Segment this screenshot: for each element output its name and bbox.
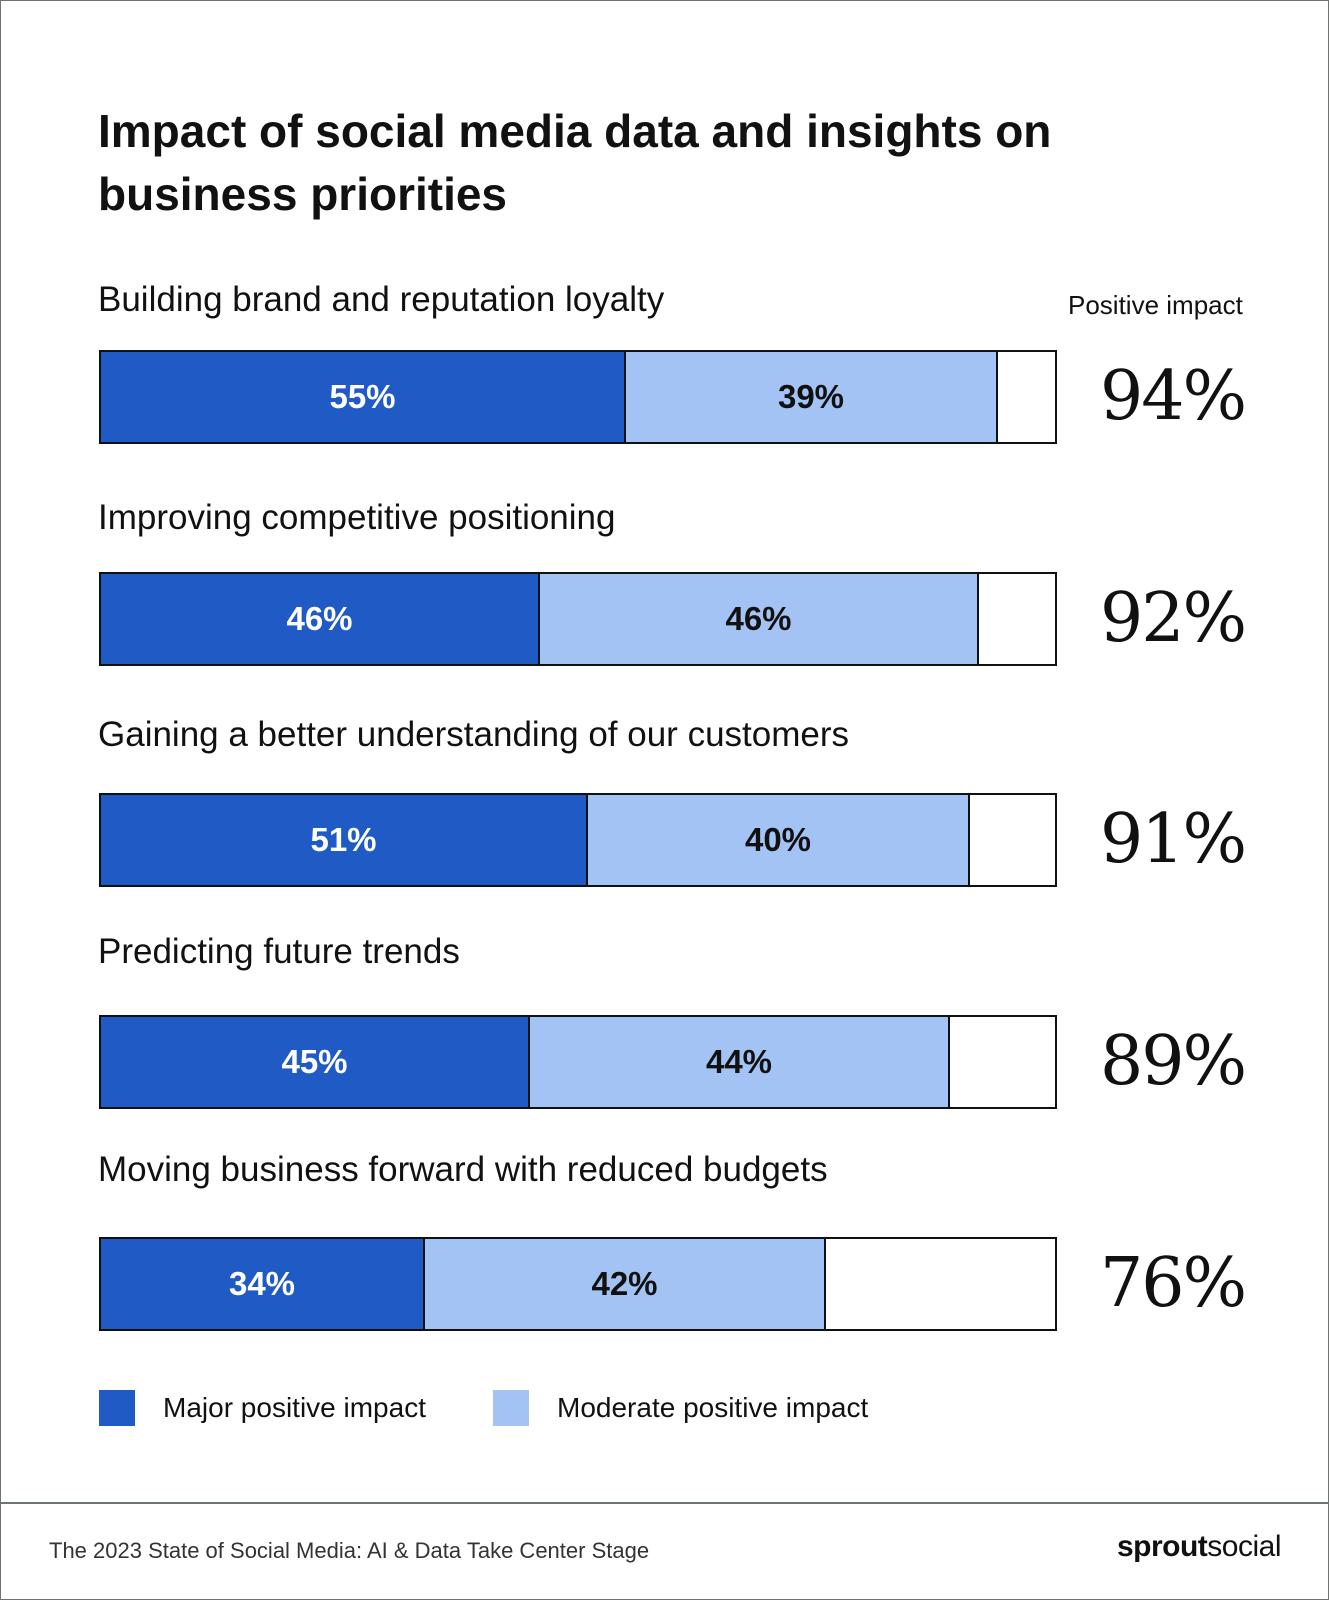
chart-title: Impact of social media data and insights…: [98, 105, 1052, 220]
legend-swatch-moderate: [493, 1390, 529, 1426]
legend-swatch-major: [99, 1390, 135, 1426]
row-label: Gaining a better understanding of our cu…: [98, 715, 849, 754]
bar-segment-moderate: 44%: [530, 1017, 950, 1107]
bar-segment-moderate: 46%: [540, 574, 979, 664]
row-label: Moving business forward with reduced bud…: [98, 1150, 828, 1189]
legend-item-major: Major positive impact: [99, 1390, 426, 1426]
stacked-bar: 55% 39%: [99, 350, 1057, 444]
total-positive-impact: 89%: [1100, 1022, 1247, 1101]
total-positive-impact: 94%: [1100, 357, 1247, 436]
stacked-bar: 45% 44%: [99, 1015, 1057, 1109]
legend-label-major: Major positive impact: [163, 1392, 426, 1423]
legend-item-moderate: Moderate positive impact: [493, 1390, 868, 1426]
total-positive-impact: 91%: [1100, 800, 1247, 879]
stacked-bar: 34% 42%: [99, 1237, 1057, 1331]
bar-segment-major: 34%: [101, 1239, 425, 1329]
total-positive-impact: 76%: [1100, 1244, 1247, 1323]
logo-bold-text: sprout: [1116, 1530, 1208, 1563]
bar-segment-major: 55%: [101, 352, 626, 442]
bar-segment-major: 45%: [101, 1017, 530, 1107]
total-positive-impact: 92%: [1100, 579, 1247, 658]
footer-divider: [0, 1502, 1329, 1504]
stacked-bar: 51% 40%: [99, 793, 1057, 887]
sproutsocial-logo: sproutsocial: [1116, 1530, 1282, 1564]
logo-light-text: social: [1207, 1530, 1281, 1563]
bar-segment-major: 46%: [101, 574, 540, 664]
row-label: Predicting future trends: [98, 932, 460, 971]
bar-segment-moderate: 42%: [425, 1239, 826, 1329]
legend-label-moderate: Moderate positive impact: [557, 1392, 869, 1423]
bar-segment-moderate: 39%: [626, 352, 998, 442]
row-label: Improving competitive positioning: [98, 498, 616, 537]
totals-header: Positive impact: [1068, 290, 1243, 320]
bar-segment-moderate: 40%: [588, 795, 970, 885]
source-text: The 2023 State of Social Media: AI & Dat…: [49, 1538, 650, 1563]
bar-segment-major: 51%: [101, 795, 588, 885]
stacked-bar: 46% 46%: [99, 572, 1057, 666]
row-label: Building brand and reputation loyalty: [98, 280, 665, 319]
